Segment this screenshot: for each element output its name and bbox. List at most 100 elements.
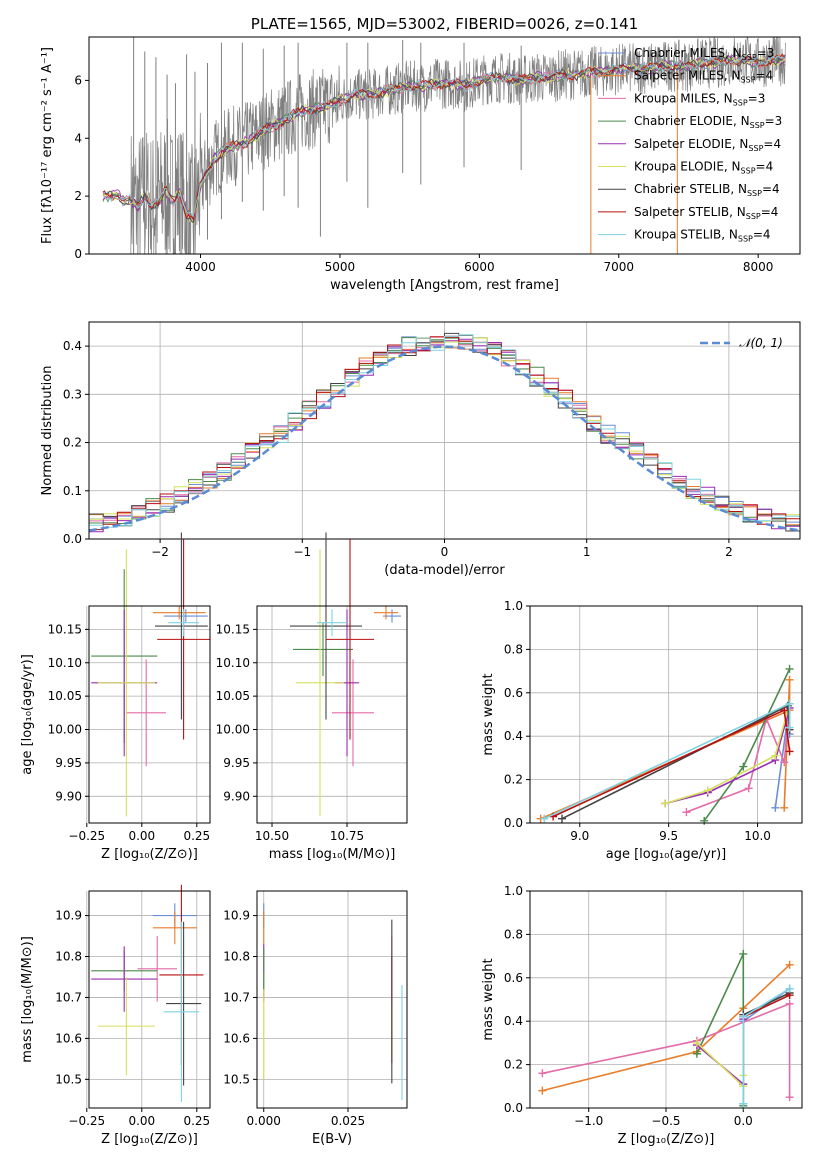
y-tick-label: 9.90 <box>223 789 250 803</box>
weight-point-marker <box>540 814 549 823</box>
weight-point-marker <box>785 1093 794 1102</box>
x-axis-label: age [log₁₀(age/yr)] <box>606 847 727 862</box>
weight-point-marker <box>739 949 748 958</box>
model-spectrum-stelib_kroupa <box>102 54 786 218</box>
weight-series-elodie_chabrier <box>700 664 794 825</box>
weight-point-marker <box>703 786 712 795</box>
chart-title: PLATE=1565, MJD=53002, FIBERID=0026, z=0… <box>251 15 638 33</box>
legend-label-subscript: SSP <box>747 189 762 198</box>
y-tick-label: 0.3 <box>63 387 82 401</box>
x-tick-label: 0 <box>441 545 449 559</box>
y-tick-label: 10.05 <box>216 689 250 703</box>
legend-label: Chabrier MILES, NSSP=3 <box>634 46 774 62</box>
y-tick-label: 9.90 <box>55 789 82 803</box>
x-tick-label: 0.25 <box>183 829 210 843</box>
weight-series-stelib_chabrier <box>558 701 794 823</box>
y-tick-label: 10.10 <box>48 656 82 670</box>
age_weight-panel: 9.0 9.5 10.0 0.0 0.2 0.4 0.6 0.8 1.0 age [log₁₀(a… <box>481 599 803 862</box>
x-tick-label: −2 <box>151 545 169 559</box>
data-point-stelib_chabrier <box>290 532 362 720</box>
weight-point-marker <box>739 1012 748 1021</box>
normal-distribution-curve <box>89 345 800 532</box>
z_mass-frame <box>88 890 211 1109</box>
y-tick-label: 10.10 <box>216 656 250 670</box>
weight-line <box>696 1019 745 1086</box>
model-spectrum-elodie_chabrier <box>102 54 786 223</box>
y-tick-label: 0.0 <box>504 1101 523 1115</box>
data-point-stelib_kroupa <box>317 609 347 637</box>
y-tick-label: 10.8 <box>223 950 250 964</box>
weight-point-marker <box>661 799 670 808</box>
data-point-miles_salpeter <box>152 606 206 620</box>
ebv_mass-panel: 0.000 0.025 10.5 10.6 10.7 10.8 10.9 E(B-V) <box>223 890 408 1147</box>
legend-label-suffix: =4 <box>762 182 780 196</box>
y-axis-label: mass weight <box>481 958 496 1040</box>
spectrum-plot-area <box>102 37 787 254</box>
spectrum-frame <box>88 36 801 255</box>
weight-line <box>664 707 791 805</box>
legend-label-suffix: =4 <box>753 228 771 242</box>
weight-series-elodie_kroupa <box>661 699 794 808</box>
legend-label-subscript: SSP <box>733 98 748 107</box>
x-tick-label: 9.5 <box>659 829 678 843</box>
x-tick-label: 5000 <box>325 260 356 274</box>
data-point-elodie_chabrier <box>293 622 353 677</box>
y-tick-label: 0.4 <box>504 729 523 743</box>
x-tick-label: 2 <box>725 545 733 559</box>
y-tick-label: 0.0 <box>504 816 523 830</box>
legend-label-text: Chabrier STELIB, N <box>634 182 747 196</box>
data-point-elodie_kroupa <box>97 549 155 817</box>
x-tick-label: 4000 <box>185 260 216 274</box>
y-tick-label: 10.9 <box>55 909 82 923</box>
x-tick-label: −0.5 <box>651 1114 680 1128</box>
legend-label-suffix: =4 <box>756 160 774 174</box>
weight-point-marker <box>780 803 789 812</box>
data-point-elodie_kroupa <box>296 549 344 817</box>
x-tick-label: 6000 <box>464 260 495 274</box>
legend-label-text: Kroupa MILES, N <box>634 91 733 105</box>
weight-point-marker <box>538 1086 547 1095</box>
y-tick-label: 10.7 <box>55 990 82 1004</box>
legend-label-subscript: SSP <box>748 144 763 153</box>
legend-label-subscript: SSP <box>738 235 753 244</box>
y-tick-label: 10.00 <box>48 723 82 737</box>
data-point-miles_kroupa <box>137 936 177 1002</box>
weight-point-marker <box>785 699 794 708</box>
x-tick-label: 7000 <box>603 260 634 274</box>
legend-label-subscript: SSP <box>746 212 761 221</box>
y-tick-label: 0 <box>74 247 82 261</box>
y-tick-label: 0.6 <box>504 971 523 985</box>
y-tick-label: 0.6 <box>504 686 523 700</box>
x-tick-label: 8000 <box>743 260 774 274</box>
y-tick-label: 10.6 <box>55 1031 82 1045</box>
legend-label-text: Salpeter ELODIE, N <box>634 137 748 151</box>
z_age-panel: −0.25 0.00 0.25 9.90 9.95 10.00 10.05 10.10 10.1… <box>20 532 211 862</box>
weight-line <box>742 992 790 1016</box>
x-tick-label: 10.0 <box>744 829 771 843</box>
z_weight-panel: −1.0 −0.5 0.0 0.0 0.2 0.4 0.6 0.8 1.0 Z [log₁₀(Z/… <box>481 884 803 1147</box>
legend-label: Salpeter ELODIE, NSSP=4 <box>634 137 781 153</box>
legend-label: Salpeter STELIB, NSSP=4 <box>634 205 778 221</box>
x-axis-label: wavelength [Angstrom, rest frame] <box>330 278 559 293</box>
y-tick-label: 2 <box>74 189 82 203</box>
legend-label-suffix: =4 <box>763 137 781 151</box>
weight-point-marker <box>692 1038 701 1047</box>
y-tick-label: 0.4 <box>504 1014 523 1028</box>
weight-point-marker <box>785 984 794 993</box>
y-tick-label: 0.8 <box>504 927 523 941</box>
weight-point-marker <box>682 808 691 817</box>
y-tick-label: 1.0 <box>504 599 523 613</box>
y-tick-label: 0.8 <box>504 642 523 656</box>
weight-line <box>543 702 791 820</box>
y-tick-label: 10.15 <box>48 622 82 636</box>
y-axis-label: Flux [fλ10⁻¹⁷ erg cm⁻² s⁻¹ A⁻¹] <box>40 47 55 244</box>
y-tick-label: 0.2 <box>504 773 523 787</box>
legend-label-suffix: =3 <box>748 91 766 105</box>
z_age-frame <box>88 605 211 824</box>
legend-label-text: Kroupa STELIB, N <box>634 228 738 242</box>
weight-point-marker <box>780 758 789 767</box>
y-tick-label: 10.5 <box>55 1072 82 1086</box>
weight-line <box>664 703 791 805</box>
